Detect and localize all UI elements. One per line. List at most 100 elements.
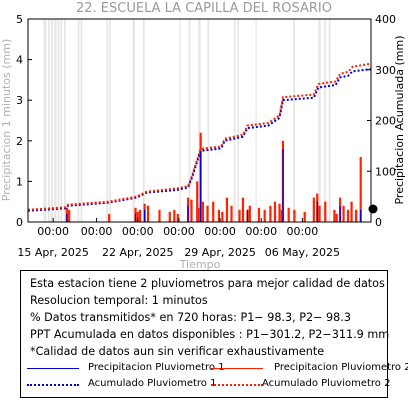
- no-data-band: [48, 19, 50, 222]
- bar-pluviometro-2: [333, 209, 336, 222]
- x-tick-time-label: 00:00: [37, 225, 69, 238]
- legend-label-p2: Precipitacion Pluviometro 2: [274, 362, 408, 373]
- bar-pluviometro-2: [158, 209, 161, 222]
- left-axis-ticks: 0 1 2 3 4 5: [16, 13, 32, 229]
- bar-pluviometro-1: [360, 209, 362, 222]
- bar-pluviometro-1: [187, 205, 189, 222]
- x-axis-ticks: 00:00 00:00 00:00 00:00 00:00 00:00 00:00 15 Ap…: [17, 218, 340, 259]
- bar-pluviometro-2: [108, 213, 111, 222]
- bar-pluviometro-2: [197, 207, 200, 222]
- no-data-bands: [43, 19, 331, 222]
- bar-pluviometro-2: [359, 157, 362, 222]
- x-tick-time-label: 00:00: [245, 225, 277, 238]
- y-axis-right-label: Precipitacion Acumulada (mm): [393, 35, 406, 204]
- no-data-band: [50, 19, 54, 222]
- bar-pluviometro-2: [318, 205, 321, 222]
- y-tick-right-label: 100: [375, 165, 396, 178]
- no-data-band: [132, 19, 135, 222]
- bar-pluviometro-2: [312, 197, 315, 222]
- legend-label-acum-p1: Acumulado Pluviometro 1: [88, 378, 217, 389]
- bar-pluviometro-2: [238, 209, 241, 222]
- y-tick-left-label: 4: [16, 54, 23, 67]
- bar-pluviometro-2: [201, 201, 205, 222]
- y-tick-left-label: 1: [16, 175, 23, 188]
- accumulated-lines: [27, 62, 372, 212]
- bar-pluviometro-2: [269, 205, 272, 222]
- no-data-band: [198, 19, 201, 222]
- bar-pluviometro-1: [246, 209, 249, 222]
- end-marker: [368, 204, 378, 214]
- legend-swatch-acum-p1: [27, 384, 79, 386]
- bar-pluviometro-2: [173, 209, 176, 222]
- y-tick-left-label: 0: [16, 216, 23, 229]
- y-tick-right-label: 300: [375, 64, 396, 77]
- bar-pluviometro-2: [136, 211, 139, 222]
- bar-pluviometro-2: [257, 207, 261, 222]
- x-tick-date-label: 22 Apr, 2025: [102, 246, 174, 259]
- no-data-band: [293, 19, 295, 222]
- bar-pluviometro-2: [350, 201, 353, 222]
- x-tick-time-label: 00:00: [122, 225, 154, 238]
- no-data-band: [43, 19, 47, 222]
- x-tick-date-label: 06 May, 2025: [265, 246, 340, 259]
- right-axis-ticks: 0 100 200 300 400: [367, 13, 396, 229]
- bar-pluviometro-2: [241, 197, 245, 222]
- chart-title: 22. ESCUELA LA CAPILLA DEL ROSARIO: [75, 1, 332, 16]
- no-data-band: [237, 19, 239, 222]
- bar-pluviometro-1: [282, 148, 284, 222]
- bar-pluviometro-2: [217, 209, 221, 222]
- bar-pluviometro-2: [273, 201, 277, 222]
- bar-pluviometro-2: [355, 209, 358, 222]
- x-tick-time-label: 00:00: [81, 225, 113, 238]
- bar-pluviometro-1: [200, 152, 202, 222]
- bar-pluviometro-2: [287, 207, 290, 222]
- bar-pluviometro-1: [316, 201, 318, 222]
- x-tick-date-label: 15 Apr, 2025: [17, 246, 89, 259]
- x-tick-date-label: 29 Apr, 2025: [184, 246, 256, 259]
- bar-pluviometro-1: [144, 209, 146, 222]
- no-data-band: [60, 19, 63, 222]
- no-data-band: [207, 19, 210, 222]
- bar-pluviometro-2: [221, 211, 224, 222]
- y-axis-left-label: Precipitacion 1 minutos (mm): [0, 39, 13, 201]
- bar-pluviometro-1: [134, 213, 137, 222]
- legend-swatch-p2: [211, 368, 263, 369]
- bar-pluviometro-2: [196, 181, 199, 222]
- no-data-band: [57, 19, 60, 222]
- y-tick-right-label: 0: [375, 216, 382, 229]
- info-legend-box: Esta estacion tiene 2 pluviometros para …: [20, 270, 408, 398]
- x-axis-label: Tiempo: [179, 258, 221, 270]
- bar-pluviometro-2: [263, 209, 266, 222]
- no-data-band: [233, 19, 236, 222]
- bar-pluviometro-1: [339, 205, 341, 222]
- bar-pluviometro-2: [146, 205, 150, 222]
- no-data-band: [77, 19, 80, 222]
- bar-pluviometro-2: [347, 209, 350, 222]
- bar-pluviometro-2: [230, 205, 233, 222]
- note-line-1: Esta estacion tiene 2 pluviometros para …: [30, 277, 385, 290]
- bar-pluviometro-2: [212, 201, 215, 222]
- bar-pluviometro-2: [176, 213, 179, 222]
- x-tick-time-label: 00:00: [163, 225, 195, 238]
- no-data-band: [324, 19, 326, 222]
- y-tick-right-label: 400: [375, 13, 396, 26]
- bar-pluviometro-2: [225, 197, 229, 222]
- note-line-3: % Datos transmitidos* en 720 horas: P1− …: [30, 311, 351, 324]
- bar-pluviometro-1: [66, 213, 68, 222]
- bar-pluviometro-2: [168, 211, 171, 222]
- bars-pluviometro-1: [66, 148, 362, 222]
- bar-pluviometro-2: [342, 205, 345, 222]
- no-data-band: [142, 19, 145, 222]
- bar-pluviometro-2: [324, 201, 327, 222]
- no-data-band: [54, 19, 57, 222]
- bar-pluviometro-2: [303, 211, 306, 222]
- bar-pluviometro-2: [68, 209, 71, 222]
- note-line-4: PPT Acumulada en datos disponibles : P1−…: [30, 328, 390, 341]
- bar-pluviometro-2: [190, 199, 193, 222]
- note-line-2: Resolucion temporal: 1 minutos: [30, 294, 208, 307]
- y-tick-right-label: 200: [375, 115, 396, 128]
- line-acumulado-p2: [27, 62, 372, 211]
- bar-pluviometro-2: [206, 205, 209, 222]
- x-tick-time-label: 00:00: [287, 225, 319, 238]
